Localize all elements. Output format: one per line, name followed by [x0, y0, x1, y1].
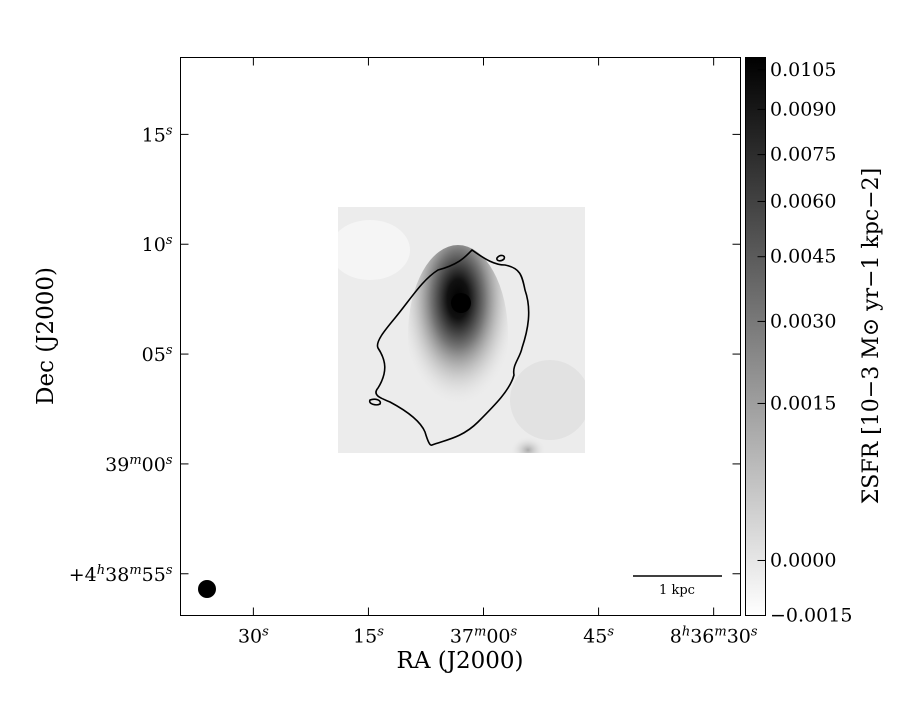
colorbar-tick-label: 0.0075 — [770, 144, 836, 166]
x-tick-label: 37m00s — [450, 625, 518, 648]
colorbar-tick-label: 0.0105 — [770, 59, 836, 81]
colorbar-tick-label: 0.0060 — [770, 190, 836, 212]
colorbar-label: ΣSFR [10−3 M⊙ yr−1 kpc−2] — [859, 168, 884, 505]
image-noise — [338, 220, 410, 280]
galaxy-emission — [408, 245, 508, 425]
beam — [198, 580, 216, 598]
colorbar-tick-label: 0.0000 — [770, 549, 836, 571]
scale-bar-label: 1 kpc — [659, 583, 695, 598]
y-tick-label: 10s — [142, 233, 173, 256]
y-tick-label: 39m00s — [105, 453, 173, 476]
x-tick-label: 30s — [238, 625, 269, 648]
colorbar-tick-label: 0.0090 — [770, 98, 836, 120]
contour — [368, 248, 530, 446]
colorbar-tick-label: −0.0015 — [770, 605, 852, 627]
image-noise — [510, 436, 546, 453]
image-noise — [510, 360, 585, 440]
sfr-image — [338, 207, 585, 453]
colorbar-tick-label: 0.0030 — [770, 310, 836, 332]
x-tick-label: 15s — [353, 625, 384, 648]
x-axis-label: RA (J2000) — [397, 648, 524, 674]
y-tick-label: 05s — [142, 343, 173, 366]
x-tick-label: 8h36m30s — [670, 625, 758, 648]
y-tick-label: 15s — [142, 123, 173, 146]
y-tick-label: +4h38m55s — [69, 563, 173, 586]
colorbar — [745, 57, 766, 616]
plot-frame — [180, 57, 741, 616]
colorbar-tick-label: 0.0015 — [770, 392, 836, 414]
y-axis-label: Dec (J2000) — [33, 267, 59, 405]
galaxy-peak — [451, 293, 471, 313]
x-tick-label: 45s — [583, 625, 614, 648]
colorbar-tick-label: 0.0045 — [770, 246, 836, 268]
